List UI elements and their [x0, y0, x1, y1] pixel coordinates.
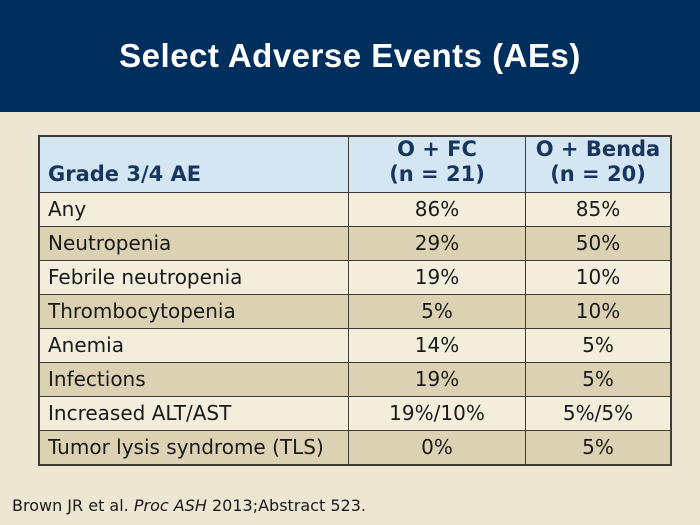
obenda-value-cell: 10% [525, 293, 672, 329]
ae-label-cell: Thrombocytopenia [38, 293, 349, 329]
table-row-febrile-neutropenia: Febrile neutropenia 19% 10% [38, 259, 672, 295]
adverse-events-table: Grade 3/4 AE O + FC (n = 21) O + Benda (n … [38, 135, 672, 466]
ofc-value-cell: 5% [348, 293, 526, 329]
table-row-tumor-lysis-syndrome: Tumor lysis syndrome (TLS) 0% 5% [38, 429, 672, 466]
obenda-value-cell: 50% [525, 225, 672, 261]
ae-label-cell: Any [38, 191, 349, 227]
obenda-value-cell: 10% [525, 259, 672, 295]
table-row-thrombocytopenia: Thrombocytopenia 5% 10% [38, 293, 672, 329]
table-row-infections: Infections 19% 5% [38, 361, 672, 397]
ae-label-cell: Anemia [38, 327, 349, 363]
citation-prefix: Brown JR et al. [12, 496, 134, 515]
obenda-value-cell: 5%/5% [525, 395, 672, 431]
ae-label-cell: Neutropenia [38, 225, 349, 261]
ae-label-cell: Infections [38, 361, 349, 397]
ae-label-cell: Increased ALT/AST [38, 395, 349, 431]
table-header: Grade 3/4 AE O + FC (n = 21) O + Benda (n … [38, 135, 672, 193]
ofc-value-cell: 14% [348, 327, 526, 363]
ofc-value-cell: 19%/10% [348, 395, 526, 431]
citation-footer: Brown JR et al. Proc ASH 2013;Abstract 5… [12, 496, 366, 515]
header-row: Grade 3/4 AE O + FC (n = 21) O + Benda (n … [38, 135, 672, 193]
ae-label-cell: Febrile neutropenia [38, 259, 349, 295]
ofc-value-cell: 0% [348, 429, 526, 466]
citation-suffix: 2013;Abstract 523. [206, 496, 366, 515]
obenda-value-cell: 5% [525, 327, 672, 363]
column-header-o-fc-name: O + FC [397, 137, 477, 161]
table-row-any: Any 86% 85% [38, 191, 672, 227]
column-header-o-benda: O + Benda (n = 20) [525, 135, 672, 193]
ofc-value-cell: 19% [348, 259, 526, 295]
column-header-o-benda-name: O + Benda [535, 137, 661, 161]
ofc-value-cell: 29% [348, 225, 526, 261]
ofc-value-cell: 86% [348, 191, 526, 227]
column-header-grade34-ae: Grade 3/4 AE [38, 135, 349, 193]
title-banner: Select Adverse Events (AEs) [0, 0, 700, 112]
obenda-value-cell: 5% [525, 429, 672, 466]
table-body: Any 86% 85% Neutropenia 29% 50% Febrile … [38, 191, 672, 466]
obenda-value-cell: 85% [525, 191, 672, 227]
ofc-value-cell: 19% [348, 361, 526, 397]
column-header-o-fc-n: (n = 21) [389, 161, 485, 186]
column-header-o-benda-n: (n = 20) [550, 161, 646, 186]
table-row-increased-alt-ast: Increased ALT/AST 19%/10% 5%/5% [38, 395, 672, 431]
table-row-anemia: Anemia 14% 5% [38, 327, 672, 363]
ae-label-cell: Tumor lysis syndrome (TLS) [38, 429, 349, 466]
slide-title: Select Adverse Events (AEs) [119, 37, 581, 74]
column-header-o-fc: O + FC (n = 21) [348, 135, 526, 193]
table-row-neutropenia: Neutropenia 29% 50% [38, 225, 672, 261]
citation-journal: Proc ASH [133, 496, 207, 515]
obenda-value-cell: 5% [525, 361, 672, 397]
